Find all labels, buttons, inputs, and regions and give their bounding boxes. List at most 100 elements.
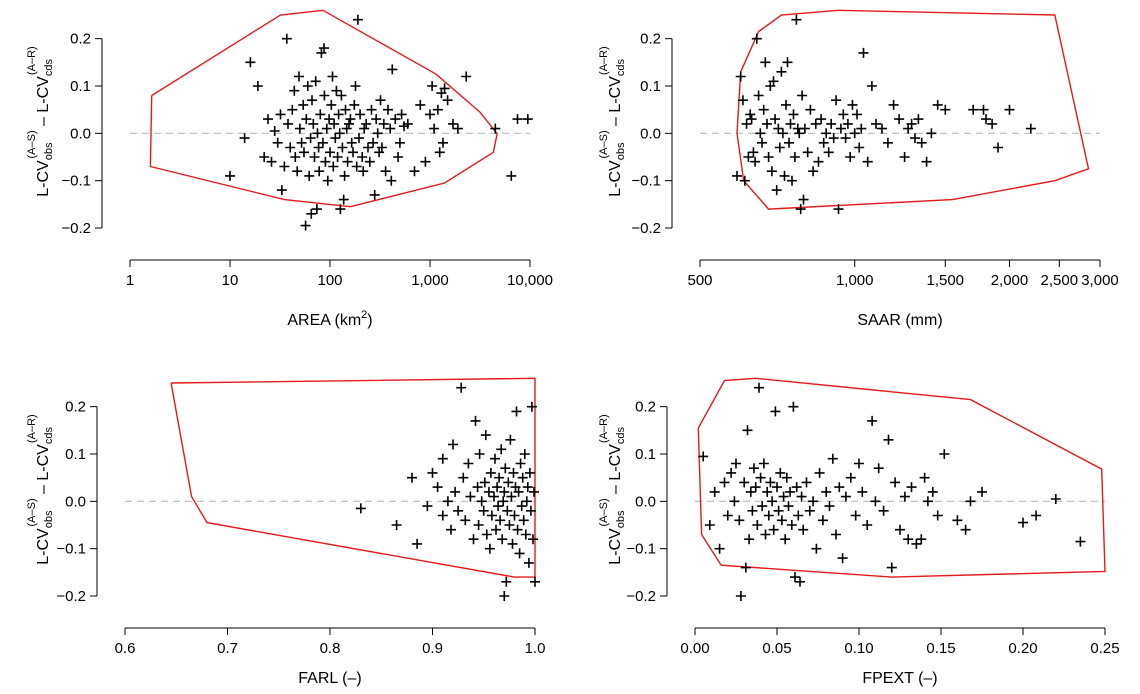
data-point: [755, 128, 766, 139]
data-point: [782, 57, 793, 68]
data-point: [753, 90, 764, 101]
convex-hull-outline: [170, 377, 536, 578]
data-point: [497, 534, 508, 545]
data-point: [385, 123, 396, 134]
data-point: [394, 137, 405, 148]
x-tick-label: 1,000: [836, 272, 874, 289]
data-point: [341, 123, 352, 134]
data-point: [940, 104, 951, 115]
data-point: [516, 501, 527, 512]
data-point: [504, 520, 515, 530]
data-point: [757, 137, 767, 148]
data-point: [302, 81, 313, 91]
data-point: [442, 95, 453, 106]
data-point: [319, 90, 330, 101]
data-point: [789, 152, 800, 162]
data-point: [311, 204, 322, 215]
data-point: [810, 118, 821, 129]
data-point: [763, 152, 774, 162]
data-point: [698, 451, 709, 462]
data-point: [770, 406, 781, 417]
data-point: [335, 204, 346, 215]
data-point: [890, 477, 901, 488]
data-point: [412, 538, 423, 549]
data-point: [795, 576, 805, 587]
x-tick-label: 0.25: [1090, 640, 1119, 657]
data-point: [849, 128, 860, 139]
data-point: [300, 220, 311, 231]
data-point: [519, 449, 530, 459]
data-point: [442, 496, 453, 507]
data-point: [823, 147, 834, 158]
data-point: [870, 496, 881, 507]
data-point: [787, 175, 797, 186]
data-point: [407, 472, 417, 483]
data-point: [501, 576, 512, 587]
data-point: [818, 137, 829, 148]
data-point: [315, 109, 326, 120]
data-point: [776, 515, 787, 526]
data-point: [319, 43, 329, 54]
data-point: [742, 425, 753, 436]
data-point: [269, 126, 280, 136]
data-point: [506, 491, 517, 502]
x-tick-label: 1,500: [926, 272, 964, 289]
data-point: [390, 114, 401, 125]
data-point: [794, 128, 805, 139]
data-point: [518, 515, 529, 526]
data-point: [833, 204, 844, 215]
data-point: [285, 142, 296, 153]
data-point: [804, 505, 815, 516]
data-point: [456, 382, 467, 393]
data-point: [427, 467, 438, 478]
data-point: [327, 71, 338, 82]
data-point: [801, 477, 812, 488]
convex-hull-outline: [149, 9, 498, 208]
data-point: [427, 81, 438, 91]
data-point: [503, 477, 514, 488]
data-point: [866, 81, 877, 91]
y-axis-label: L-CVobs(A–S) – L-CVcds(A–R): [26, 414, 55, 564]
data-point: [748, 147, 759, 158]
y-tick-label: −0.2: [626, 588, 656, 605]
data-point: [798, 194, 809, 205]
data-point: [895, 524, 905, 535]
data-point: [358, 166, 369, 177]
data-point: [732, 170, 742, 181]
data-point: [916, 137, 927, 148]
data-point: [281, 33, 292, 44]
data-point: [296, 137, 307, 148]
data-point: [324, 114, 335, 125]
data-point: [493, 501, 504, 512]
data-point: [355, 109, 366, 120]
data-point: [522, 114, 533, 125]
data-point: [838, 109, 849, 120]
data-point: [266, 156, 277, 167]
data-point: [763, 510, 774, 521]
data-point: [476, 496, 487, 507]
data-point: [878, 505, 889, 516]
data-point: [786, 520, 797, 530]
data-point: [913, 114, 924, 125]
x-tick-label: 100: [317, 272, 342, 289]
data-point: [827, 453, 838, 464]
data-point: [450, 486, 461, 497]
data-point: [361, 118, 372, 129]
data-point: [798, 524, 809, 535]
data-point: [927, 486, 938, 497]
data-point: [357, 152, 368, 162]
data-point: [345, 114, 356, 125]
y-tick-label: 0.2: [70, 31, 91, 48]
data-point: [478, 505, 489, 516]
data-point: [821, 486, 832, 497]
data-point: [1025, 123, 1036, 134]
data-point: [852, 109, 862, 120]
data-point: [744, 534, 755, 545]
data-point: [758, 458, 769, 469]
data-point: [1031, 510, 1042, 521]
data-point: [903, 534, 914, 545]
data-point: [854, 458, 864, 469]
x-tick-label: 0.05: [762, 640, 791, 657]
data-point: [298, 99, 309, 110]
